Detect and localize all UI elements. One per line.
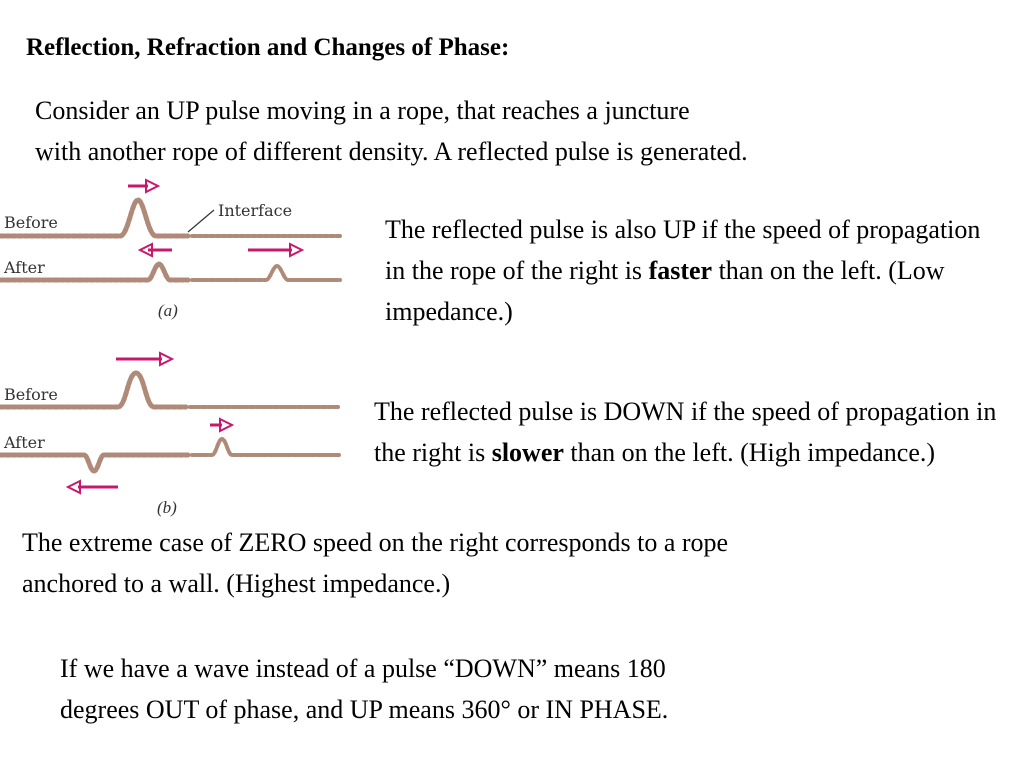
intro-line-2: with another rope of different density. … xyxy=(35,137,748,166)
case-a-text: The reflected pulse is also UP if the sp… xyxy=(385,215,981,285)
case-a-text-end: than on the left. (Low impedance.) xyxy=(385,256,945,326)
wave-phase-paragraph: If we have a wave instead of a pulse “DO… xyxy=(60,648,960,730)
before-label-b: Before xyxy=(4,385,58,404)
case-b-text: The reflected pulse is DOWN if the speed… xyxy=(374,397,997,467)
wave-line-1: If we have a wave instead of a pulse “DO… xyxy=(60,654,666,683)
intro-paragraph: Consider an UP pulse moving in a rope, t… xyxy=(35,90,995,172)
case-b-text-end: than on the left. (High impedance.) xyxy=(563,438,936,467)
rope-left-before-a xyxy=(0,197,191,239)
interface-pointer xyxy=(187,209,215,233)
arrow-right-after-b xyxy=(210,417,235,433)
arrow-right-after-a xyxy=(248,242,305,258)
rope-left-after-a xyxy=(0,261,191,283)
rope-right-after-a xyxy=(190,263,342,282)
slide-title: Reflection, Refraction and Changes of Ph… xyxy=(26,34,510,61)
before-label-a: Before xyxy=(4,213,58,232)
case-b-paragraph: The reflected pulse is DOWN if the speed… xyxy=(374,391,1014,473)
rope-right-after-b xyxy=(190,436,342,457)
interface-label: Interface xyxy=(218,201,292,220)
caption-b: (b) xyxy=(157,498,177,517)
extreme-line-2: anchored to a wall. (Highest impedance.) xyxy=(22,569,451,598)
arrow-right-before-b xyxy=(116,351,175,367)
wave-line-2: degrees OUT of phase, and UP means 360° … xyxy=(60,695,669,724)
extreme-case-paragraph: The extreme case of ZERO speed on the ri… xyxy=(22,522,1012,604)
case-b-emphasis: slower xyxy=(491,438,564,467)
after-label-a: After xyxy=(3,258,45,277)
caption-a: (a) xyxy=(158,301,178,320)
arrow-left-after-b xyxy=(65,479,118,495)
rope-left-before-b xyxy=(0,370,189,410)
case-a-paragraph: The reflected pulse is also UP if the sp… xyxy=(385,209,985,332)
arrow-left-after-a xyxy=(137,242,172,258)
rope-left-after-b xyxy=(0,452,191,474)
arrow-right-before-a xyxy=(128,178,161,194)
diagram-a: Interface Before After (a) xyxy=(0,178,342,320)
diagram-b: Before After (b) xyxy=(0,351,342,517)
extreme-line-1: The extreme case of ZERO speed on the ri… xyxy=(22,528,729,557)
case-a-emphasis: faster xyxy=(648,256,713,285)
after-label-b: After xyxy=(3,433,45,452)
intro-line-1: Consider an UP pulse moving in a rope, t… xyxy=(35,96,690,125)
